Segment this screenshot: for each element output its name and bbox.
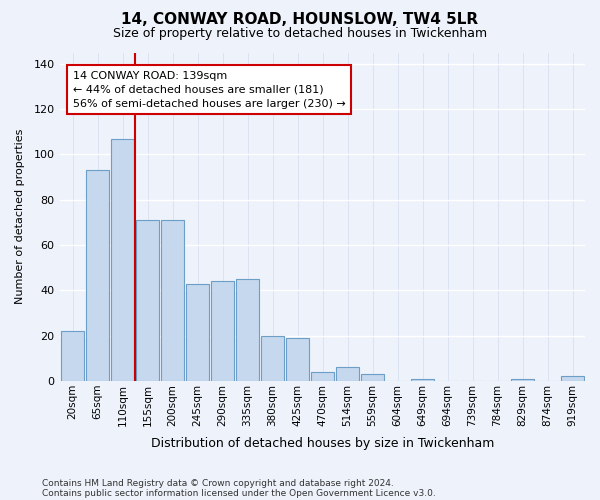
Bar xyxy=(286,338,309,381)
Y-axis label: Number of detached properties: Number of detached properties xyxy=(15,129,25,304)
Bar xyxy=(511,378,534,381)
Bar xyxy=(186,284,209,381)
Text: Size of property relative to detached houses in Twickenham: Size of property relative to detached ho… xyxy=(113,28,487,40)
Bar xyxy=(211,282,234,381)
Bar xyxy=(61,331,84,381)
Text: 14, CONWAY ROAD, HOUNSLOW, TW4 5LR: 14, CONWAY ROAD, HOUNSLOW, TW4 5LR xyxy=(121,12,479,28)
Bar xyxy=(561,376,584,381)
Bar xyxy=(136,220,159,381)
Bar xyxy=(86,170,109,381)
Text: Contains HM Land Registry data © Crown copyright and database right 2024.: Contains HM Land Registry data © Crown c… xyxy=(42,478,394,488)
Bar xyxy=(336,368,359,381)
Bar xyxy=(111,138,134,381)
Bar xyxy=(261,336,284,381)
Bar xyxy=(236,279,259,381)
Bar xyxy=(161,220,184,381)
Bar xyxy=(311,372,334,381)
Bar xyxy=(361,374,384,381)
Text: 14 CONWAY ROAD: 139sqm
← 44% of detached houses are smaller (181)
56% of semi-de: 14 CONWAY ROAD: 139sqm ← 44% of detached… xyxy=(73,70,346,108)
Bar xyxy=(411,378,434,381)
X-axis label: Distribution of detached houses by size in Twickenham: Distribution of detached houses by size … xyxy=(151,437,494,450)
Text: Contains public sector information licensed under the Open Government Licence v3: Contains public sector information licen… xyxy=(42,488,436,498)
